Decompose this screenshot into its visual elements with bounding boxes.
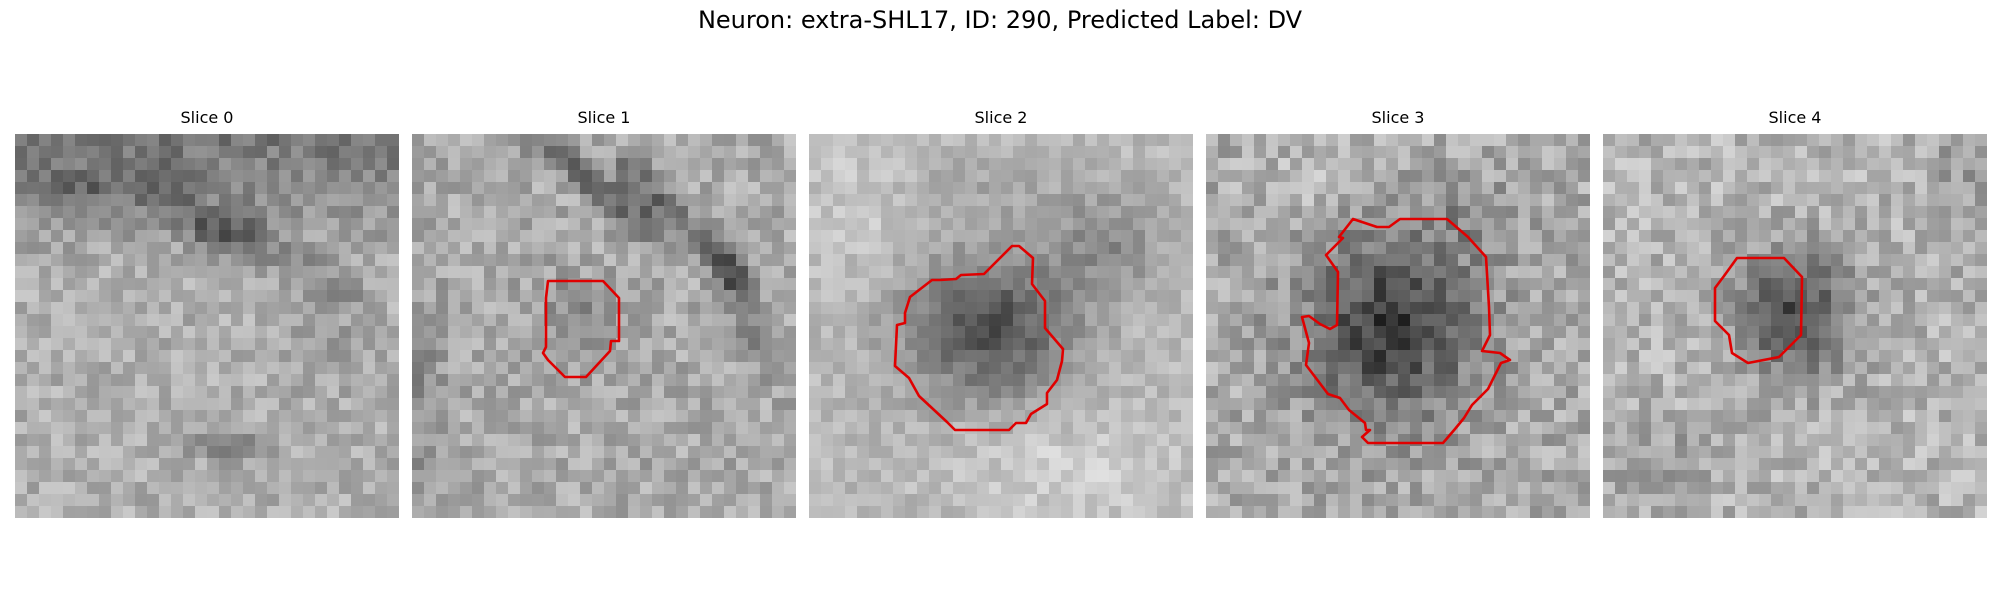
segmentation-contour-4 xyxy=(1713,256,1804,365)
pixel-grid-3 xyxy=(1206,134,1590,518)
slice-image-3 xyxy=(1206,134,1590,518)
pixel-grid-0 xyxy=(15,134,399,518)
pixel-grid-2 xyxy=(809,134,1193,518)
pixel-grid-1 xyxy=(412,134,796,518)
segmentation-contour-3 xyxy=(1300,217,1512,445)
segmentation-contour-2 xyxy=(893,244,1065,432)
slice-title-2: Slice 2 xyxy=(974,108,1028,127)
slice-title-1: Slice 1 xyxy=(577,108,631,127)
slice-title-3: Slice 3 xyxy=(1371,108,1425,127)
slice-image-1 xyxy=(412,134,796,518)
figure-title: Neuron: extra-SHL17, ID: 290, Predicted … xyxy=(697,6,1303,34)
slice-image-4 xyxy=(1603,134,1987,518)
slice-image-0 xyxy=(15,134,399,518)
slice-title-0: Slice 0 xyxy=(180,108,234,127)
slice-image-2 xyxy=(809,134,1193,518)
slice-title-4: Slice 4 xyxy=(1768,108,1822,127)
pixel-grid-4 xyxy=(1603,134,1987,518)
segmentation-contour-1 xyxy=(541,279,621,379)
